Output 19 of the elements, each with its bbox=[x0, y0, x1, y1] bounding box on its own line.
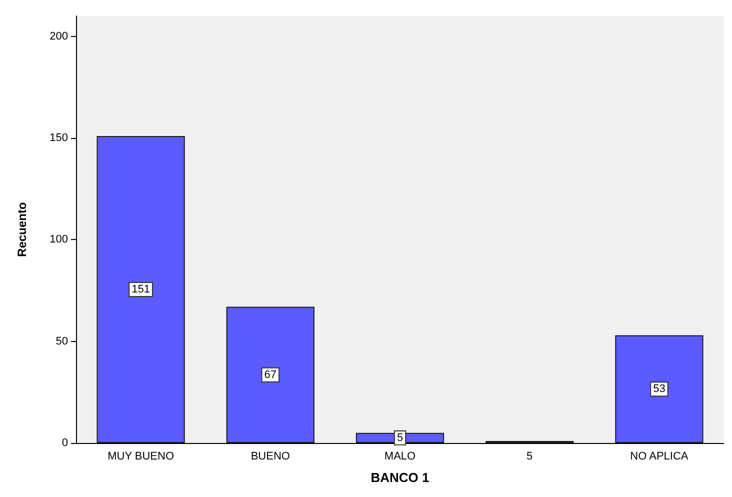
y-axis-title: Recuento bbox=[15, 202, 29, 257]
bar bbox=[96, 136, 185, 443]
x-tick-label: MALO bbox=[384, 450, 416, 462]
y-tick-label: 100 bbox=[50, 234, 68, 246]
data-label: 5 bbox=[396, 432, 404, 444]
x-tick-label: BUENO bbox=[250, 450, 290, 462]
data-label: 53 bbox=[653, 383, 666, 396]
x-tick-label: 5 bbox=[526, 450, 533, 462]
y-tick-label: 0 bbox=[62, 437, 68, 449]
y-tick-label: 150 bbox=[50, 132, 68, 144]
y-tick-label: 50 bbox=[56, 335, 68, 348]
data-label: 151 bbox=[132, 283, 150, 296]
bar bbox=[226, 306, 314, 443]
x-axis-title: BANCO 1 bbox=[370, 470, 430, 485]
y-tick-label: 200 bbox=[50, 30, 68, 42]
bar bbox=[615, 335, 704, 443]
x-tick-label: NO APLICA bbox=[630, 450, 689, 462]
x-tick-label: MUY BUENO bbox=[108, 450, 174, 462]
data-label: 67 bbox=[264, 368, 277, 381]
